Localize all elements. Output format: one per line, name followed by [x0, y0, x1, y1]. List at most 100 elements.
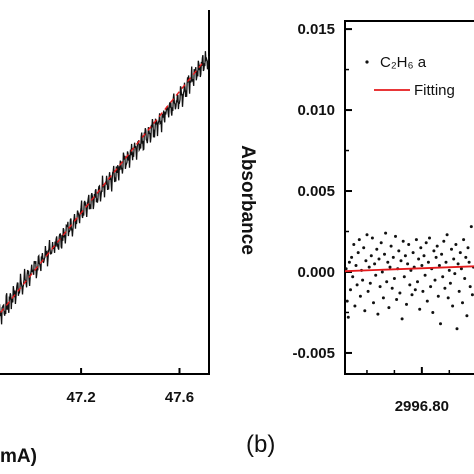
- data-point: [361, 278, 365, 282]
- data-point: [385, 280, 389, 284]
- data-point: [414, 238, 418, 242]
- data-point: [377, 257, 381, 261]
- data-point: [457, 289, 461, 293]
- panel-b-data-points: [344, 225, 474, 331]
- data-point: [401, 239, 405, 243]
- data-point: [426, 260, 430, 264]
- data-point: [344, 267, 348, 271]
- data-point: [452, 257, 456, 261]
- data-point: [407, 243, 411, 246]
- data-point: [366, 289, 370, 293]
- data-point: [448, 281, 452, 285]
- data-point: [383, 252, 386, 256]
- data-point: [429, 285, 433, 289]
- data-point: [370, 236, 374, 240]
- data-point: [395, 298, 399, 301]
- data-point: [463, 277, 467, 280]
- data-point: [453, 272, 457, 276]
- data-point: [356, 251, 360, 255]
- data-point: [425, 299, 429, 303]
- data-point: [372, 301, 375, 305]
- data-point: [386, 260, 390, 264]
- data-point: [402, 275, 406, 279]
- data-point: [367, 265, 371, 269]
- panel-b-y-tick-label: 0.015: [297, 21, 335, 38]
- data-point: [358, 294, 362, 298]
- data-point: [389, 244, 393, 248]
- data-point: [351, 275, 355, 279]
- panel-a-ticks: 47.2 47.6: [66, 368, 194, 406]
- panel-a-fit-line: [0, 60, 205, 315]
- data-point: [422, 254, 426, 258]
- data-point: [459, 267, 463, 271]
- panel-b: 0.015 0.010 0.005 0.000 -0.005 2996.80 Absorb…: [237, 20, 474, 458]
- data-point: [376, 312, 380, 316]
- data-point: [365, 233, 369, 237]
- panel-b-y-tick-label: 0.000: [297, 264, 335, 281]
- panel-b-y-tick-label: 0.005: [297, 183, 335, 200]
- data-point: [445, 233, 449, 237]
- data-point: [423, 273, 427, 277]
- data-point: [442, 239, 446, 243]
- legend-marker-data: [365, 60, 369, 64]
- data-point: [388, 265, 392, 269]
- data-point: [435, 244, 439, 248]
- panel-b-ticks: 0.015 0.010 0.005 0.000 -0.005 2996.80: [292, 21, 451, 415]
- data-point: [384, 231, 388, 235]
- data-point: [400, 317, 404, 321]
- data-point: [373, 262, 377, 266]
- panel-b-x-tick-label: 2996.80: [395, 398, 449, 415]
- data-point: [409, 268, 413, 272]
- data-point: [432, 249, 436, 253]
- data-point: [405, 302, 408, 306]
- data-point: [465, 314, 469, 318]
- data-point: [424, 241, 428, 245]
- legend-label-fit: Fitting: [414, 82, 455, 99]
- data-point: [368, 281, 372, 285]
- panel-label-b: (b): [246, 431, 275, 458]
- data-point: [416, 280, 419, 284]
- data-point: [469, 225, 473, 229]
- data-point: [428, 236, 431, 240]
- data-point: [411, 251, 415, 255]
- panel-b-fit-line: [344, 265, 474, 273]
- data-point: [441, 275, 445, 279]
- data-point: [434, 255, 438, 259]
- data-point: [380, 270, 384, 274]
- data-point: [466, 246, 470, 250]
- data-point: [462, 238, 466, 242]
- data-point: [391, 255, 395, 259]
- panel-a-x-tick-label: 47.2: [66, 389, 95, 406]
- legend-label-data: C₂H₆ a: [380, 54, 427, 71]
- data-point: [362, 246, 366, 250]
- data-point: [350, 255, 354, 259]
- data-point: [455, 327, 459, 331]
- data-point: [468, 285, 472, 289]
- data-point: [436, 294, 440, 298]
- data-point: [420, 264, 424, 267]
- data-point: [364, 259, 368, 263]
- panel-a-data-line: [0, 51, 210, 325]
- legend: C₂H₆ a Fitting: [365, 54, 455, 99]
- data-point: [394, 234, 397, 238]
- data-point: [408, 283, 412, 287]
- data-point: [450, 247, 453, 251]
- data-point: [369, 254, 373, 258]
- data-point: [421, 289, 425, 293]
- data-point: [410, 293, 414, 297]
- data-point: [464, 255, 468, 259]
- data-point: [354, 264, 358, 267]
- panel-a: 47.2 47.6 mA): [0, 10, 210, 467]
- panel-a-x-tick-label: 47.6: [165, 389, 194, 406]
- data-point: [433, 278, 437, 282]
- data-point: [374, 273, 378, 277]
- panel-b-y-label: Absorbance: [237, 145, 258, 255]
- data-point: [345, 299, 349, 303]
- data-point: [353, 304, 357, 308]
- data-point: [456, 262, 460, 266]
- data-point: [413, 288, 417, 292]
- data-point: [347, 260, 351, 264]
- data-point: [387, 306, 391, 310]
- data-point: [392, 277, 396, 280]
